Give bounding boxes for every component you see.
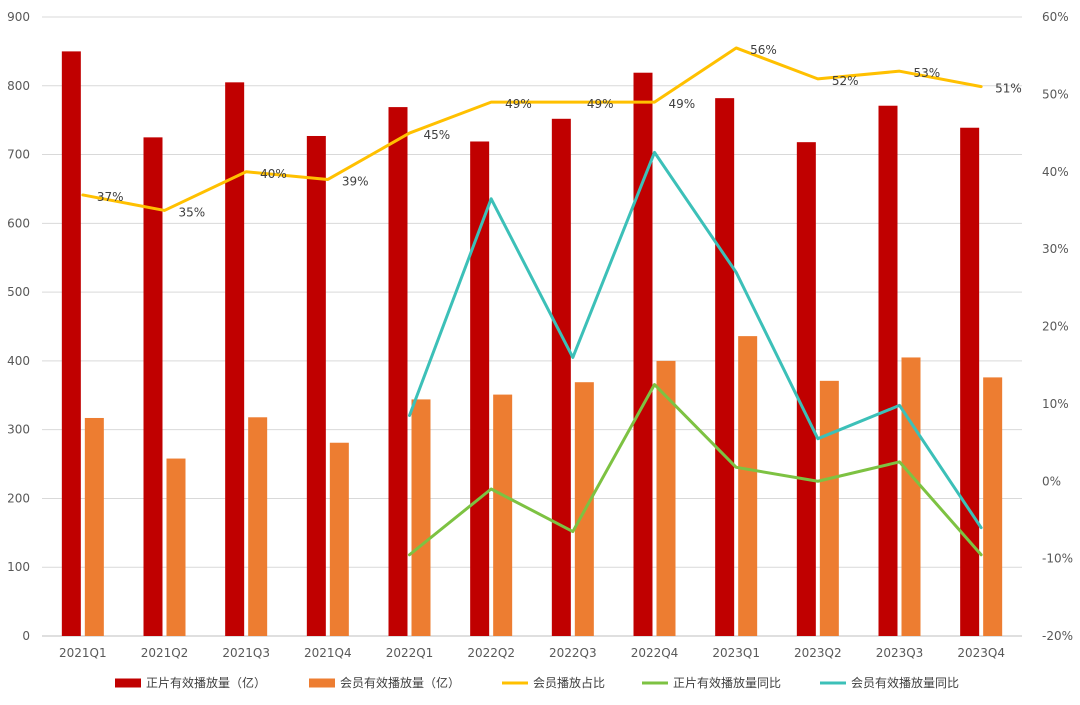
legend-swatch — [115, 678, 141, 688]
share-data-label: 49% — [505, 97, 532, 111]
category-label: 2023Q1 — [712, 646, 760, 660]
right-axis: -20% -10% 0% 10% 20% 30% 40% 50% 60% — [1042, 10, 1073, 643]
category-label: 2021Q4 — [304, 646, 352, 660]
share-data-label: 49% — [669, 97, 696, 111]
category-label: 2023Q2 — [794, 646, 842, 660]
left-tick-label: 200 — [7, 491, 30, 505]
bar-main-views — [633, 72, 653, 636]
line-member-share — [81, 46, 983, 212]
category-label: 2022Q4 — [631, 646, 679, 660]
bar-main-views — [796, 142, 816, 637]
left-tick-label: 500 — [7, 285, 30, 299]
bar-member-views — [329, 442, 349, 636]
bar-member-views — [738, 336, 758, 636]
bar-member-views — [166, 458, 186, 636]
left-axis: 0 100 200 300 400 500 600 700 800 900 — [7, 10, 30, 643]
line-main-yoy — [408, 383, 983, 557]
bar-main-views — [878, 105, 898, 637]
share-data-label: 45% — [424, 128, 451, 142]
bar-series — [61, 51, 1003, 637]
category-label: 2021Q3 — [222, 646, 270, 660]
bar-main-views — [306, 135, 326, 637]
right-tick-label: 0% — [1042, 474, 1061, 488]
bar-member-views — [248, 417, 268, 636]
share-data-label: 40% — [260, 167, 287, 181]
right-tick-label: 50% — [1042, 87, 1069, 101]
bar-main-views — [225, 82, 245, 637]
category-label: 2021Q1 — [59, 646, 107, 660]
left-tick-label: 300 — [7, 423, 30, 437]
bar-main-views — [61, 51, 81, 636]
bar-main-views — [715, 98, 735, 636]
right-tick-label: 60% — [1042, 10, 1069, 24]
legend-label: 会员有效播放量（亿） — [340, 675, 460, 690]
left-tick-label: 700 — [7, 148, 30, 162]
category-label: 2022Q3 — [549, 646, 597, 660]
category-label: 2022Q2 — [467, 646, 515, 660]
bar-member-views — [819, 380, 839, 636]
bar-main-views — [143, 137, 163, 636]
share-data-label: 37% — [97, 190, 124, 204]
category-label: 2023Q4 — [957, 646, 1005, 660]
category-label: 2021Q2 — [141, 646, 189, 660]
legend-swatch — [642, 681, 668, 685]
share-data-label: 53% — [914, 66, 941, 80]
bar-main-views — [551, 118, 571, 636]
bar-main-views — [470, 141, 490, 636]
gridlines — [42, 16, 1022, 637]
bar-member-views — [493, 394, 513, 636]
left-tick-label: 800 — [7, 79, 30, 93]
left-tick-label: 400 — [7, 354, 30, 368]
legend-label: 正片有效播放量同比 — [673, 675, 781, 690]
share-data-label: 51% — [995, 82, 1022, 96]
right-tick-label: 40% — [1042, 165, 1069, 179]
right-tick-label: 20% — [1042, 320, 1069, 334]
bar-member-views — [656, 360, 676, 636]
left-tick-label: 100 — [7, 560, 30, 574]
bar-member-views — [983, 377, 1003, 636]
legend-label: 正片有效播放量（亿） — [146, 675, 266, 690]
share-data-label: 49% — [587, 97, 614, 111]
bar-main-views — [388, 107, 408, 637]
legend-label: 会员有效播放量同比 — [851, 675, 959, 690]
legend-swatch — [309, 678, 335, 688]
share-data-label: 35% — [179, 205, 206, 219]
bar-main-views — [960, 127, 980, 636]
line-member-yoy — [408, 150, 983, 530]
legend-swatch — [820, 681, 846, 685]
left-tick-label: 0 — [22, 629, 30, 643]
bar-member-views — [411, 399, 431, 636]
category-label: 2022Q1 — [386, 646, 434, 660]
category-label: 2023Q3 — [876, 646, 924, 660]
legend-label: 会员播放占比 — [533, 675, 605, 690]
right-tick-label: -20% — [1042, 629, 1073, 643]
share-data-label: 56% — [750, 43, 777, 57]
right-tick-label: 10% — [1042, 397, 1069, 411]
share-data-label: 39% — [342, 174, 369, 188]
legend: 正片有效播放量（亿） 会员有效播放量（亿） 会员播放占比 正片有效播放量同比 会员有效播… — [115, 675, 959, 690]
left-tick-label: 900 — [7, 10, 30, 24]
legend-swatch — [502, 681, 528, 685]
share-data-label: 52% — [832, 74, 859, 88]
bar-member-views — [901, 357, 921, 636]
right-tick-label: 30% — [1042, 242, 1069, 256]
left-tick-label: 600 — [7, 216, 30, 230]
right-tick-label: -10% — [1042, 552, 1073, 566]
data-labels: 37% 35% 40% 39% 45% 49% 49% 49% 56% 52% 53% 51% — [97, 43, 1022, 219]
category-axis: 2021Q1 2021Q2 2021Q3 2021Q4 2022Q1 2022Q2 2022… — [59, 646, 1005, 660]
bar-member-views — [84, 417, 104, 636]
line-series — [81, 46, 983, 557]
